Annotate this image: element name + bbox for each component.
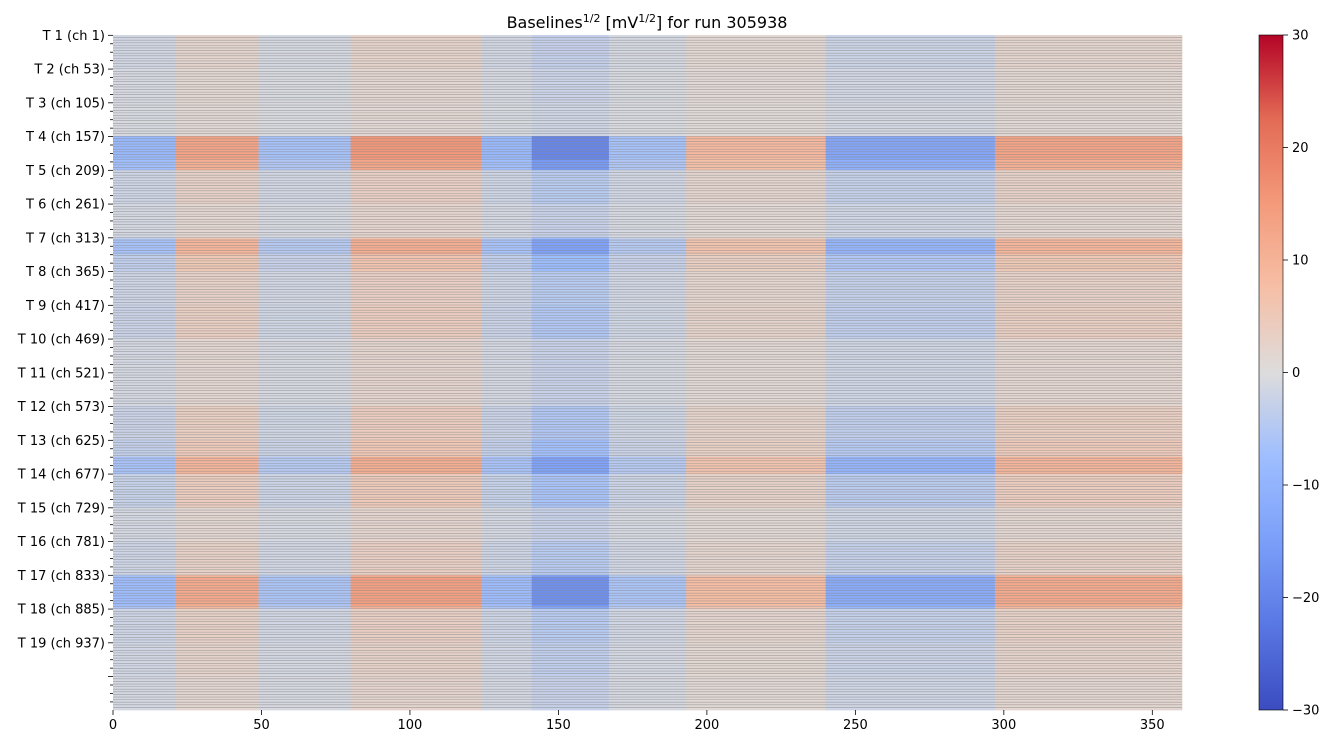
heatmap-band-t7-b0-s4 <box>481 239 533 255</box>
y-tick-label: T 12 (ch 573) <box>17 400 105 415</box>
heatmap-band-t7-b0-s2 <box>258 239 351 255</box>
heatmap-band-t13-b0-s7 <box>686 456 827 474</box>
y-tick-label: T 18 (ch 885) <box>17 603 105 618</box>
chart-title: Baselines1/2 [mV1/2] for run 305938 <box>507 12 788 33</box>
title-superscript-1: 1/2 <box>583 12 601 25</box>
y-tick-label: T 9 (ch 417) <box>25 299 105 314</box>
heatmap-band-t4-b0-s5 <box>531 136 610 160</box>
y-tick-label: T 1 (ch 1) <box>42 29 105 44</box>
heatmap-band-t13-b0-s8 <box>825 456 996 474</box>
colorbar-tick-label: −20 <box>1292 591 1319 606</box>
heatmap-band-t7-b0-s0 <box>113 239 176 255</box>
x-tick-label: 150 <box>546 718 571 733</box>
y-tick-label: T 10 (ch 469) <box>17 333 105 348</box>
heatmap-band-t4-b0-s3 <box>350 136 482 160</box>
colorbar-tick-label: 0 <box>1292 366 1300 381</box>
heatmap-band-t7-b0-s5 <box>531 239 610 255</box>
heatmap-band-t4-b0-s9 <box>994 136 1183 160</box>
colorbar-tick-label: 30 <box>1292 29 1309 44</box>
heatmap-band-t4-b0-s1 <box>175 136 259 160</box>
heatmap-band-t7-b0-s1 <box>175 239 259 255</box>
title-main: Baselines <box>507 13 583 32</box>
y-tick-label: T 7 (ch 313) <box>25 231 105 246</box>
heatmap-band-t7-b0-s7 <box>686 239 827 255</box>
y-tick-label: T 5 (ch 209) <box>25 164 105 179</box>
colorbar-tick-label: −10 <box>1292 479 1319 494</box>
y-axis: T 1 (ch 1) T 2 (ch 53) T 3 (ch 105) T 4 (ch… <box>17 29 113 703</box>
heatmap-band-t4-b0-s4 <box>481 136 533 160</box>
heatmap-band-t17-b0-s4 <box>481 576 533 606</box>
heatmap-band-t13-b0-s9 <box>994 456 1183 474</box>
heatmap-band-t13-b0-s0 <box>113 456 176 474</box>
heatmap-band-t17-b0-s6 <box>608 576 687 606</box>
x-tick-label: 350 <box>1140 718 1165 733</box>
x-tick-label: 300 <box>991 718 1016 733</box>
heatmap-band-t4-b0-s8 <box>825 136 996 160</box>
heatmap-band-t17-b0-s9 <box>994 576 1183 606</box>
heatmap-band-t7-b0-s3 <box>350 239 482 255</box>
heatmap-band-t17-b0-s2 <box>258 576 351 606</box>
row-gridlines <box>113 37 1182 708</box>
heatmap-band-t7-b0-s9 <box>994 239 1183 255</box>
heatmap-band-t17-b0-s5 <box>531 576 610 606</box>
heatmap-band-t7-b0-s8 <box>825 239 996 255</box>
colorbar <box>1258 34 1284 711</box>
y-tick-label: T 4 (ch 157) <box>25 130 105 145</box>
heatmap-band-t7-b0-s6 <box>608 239 687 255</box>
heatmap-band-t17-b0-s3 <box>350 576 482 606</box>
y-tick-label: T 14 (ch 677) <box>17 468 105 483</box>
heatmap-band-t17-b0-s7 <box>686 576 827 606</box>
y-tick-label: T 11 (ch 521) <box>17 366 105 381</box>
heatmap-band-t4-b0-s7 <box>686 136 827 160</box>
y-tick-label: T 8 (ch 365) <box>25 265 105 280</box>
title-run: ] for run 305938 <box>656 13 787 32</box>
heatmap-band-t13-b0-s4 <box>481 456 533 474</box>
y-tick-label: T 6 (ch 261) <box>25 198 105 213</box>
y-tick-label: T 2 (ch 53) <box>33 63 105 78</box>
colorbar-tick-label: −30 <box>1292 704 1319 719</box>
heatmap-band-t13-b0-s1 <box>175 456 259 474</box>
colorbar-ticks: 30 20 10 0 −10 −20 −30 <box>1283 29 1319 719</box>
x-tick-label: 100 <box>398 718 423 733</box>
heatmap-band-t17-b0-s1 <box>175 576 259 606</box>
heatmap-band-t17-b0-s0 <box>113 576 176 606</box>
y-tick-label: T 19 (ch 937) <box>17 636 105 651</box>
y-tick-label: T 13 (ch 625) <box>17 434 105 449</box>
heatmap-band-t13-b0-s3 <box>350 456 482 474</box>
heatmap-band-t4-b0-s6 <box>608 136 687 160</box>
y-tick-label: T 17 (ch 833) <box>17 569 105 584</box>
heatmap-band-t13-b0-s2 <box>258 456 351 474</box>
x-tick-label: 200 <box>694 718 719 733</box>
heatmap-band-t13-b0-s5 <box>531 456 610 474</box>
y-tick-label: T 3 (ch 105) <box>25 96 105 111</box>
heatmap-band-t17-b0-s8 <box>825 576 996 606</box>
title-unit: [mV <box>600 13 638 32</box>
heatmap-band-t13-b0-s6 <box>608 456 687 474</box>
x-axis: 0 50 100 150 200 250 300 350 <box>109 710 1165 733</box>
heatmap-band-t4-b0-s0 <box>113 136 176 160</box>
y-tick-label: T 15 (ch 729) <box>17 501 105 516</box>
colorbar-tick-label: 20 <box>1292 141 1309 156</box>
heatmap-band-t4-b0-s2 <box>258 136 351 160</box>
colorbar-tick-label: 10 <box>1292 254 1309 269</box>
title-superscript-2: 1/2 <box>638 12 656 25</box>
y-tick-label: T 16 (ch 781) <box>17 535 105 550</box>
x-tick-label: 0 <box>109 718 117 733</box>
x-tick-label: 50 <box>253 718 270 733</box>
x-tick-label: 250 <box>843 718 868 733</box>
